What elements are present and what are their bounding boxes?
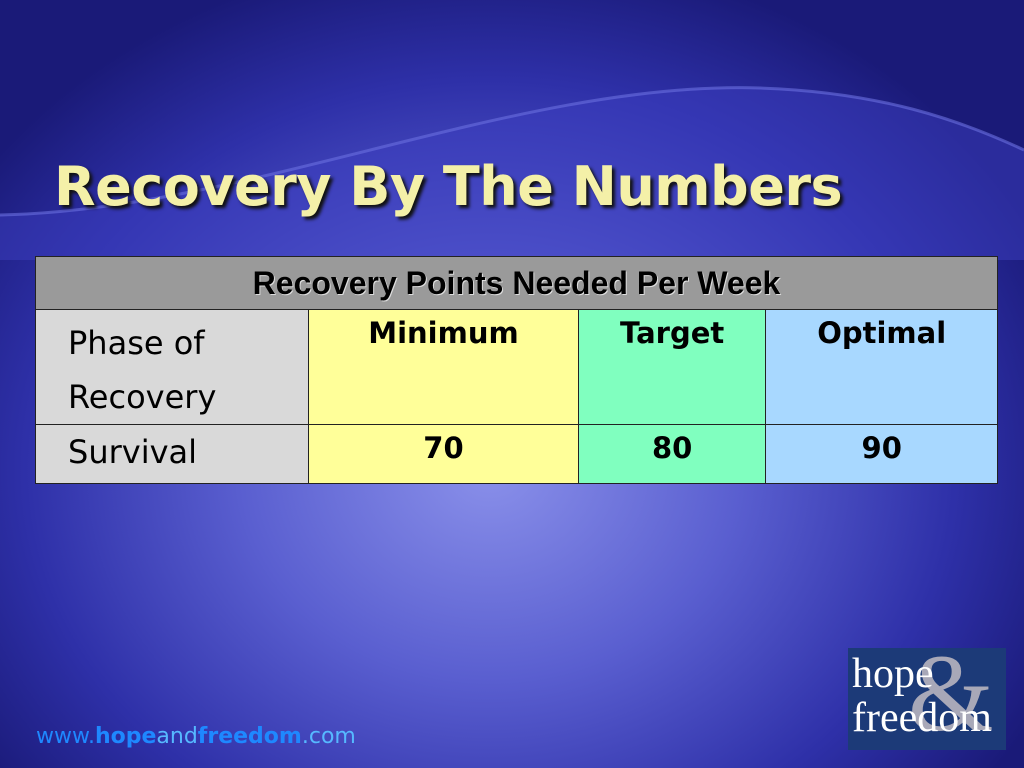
cell: 70 (308, 424, 579, 484)
column-header: Minimum (308, 309, 579, 425)
url-part: freedom (197, 724, 302, 749)
footer-url: www.hopeandfreedom.com (36, 724, 356, 749)
logo-ampersand: & (908, 648, 994, 750)
points-table: Recovery Points Needed Per Week Phase of… (35, 256, 998, 484)
url-part: and (156, 724, 198, 749)
cell: 90 (765, 424, 998, 484)
cell: 80 (577, 424, 767, 484)
table-caption: Recovery Points Needed Per Week (35, 256, 998, 310)
url-part: hope (94, 724, 157, 749)
column-header: Target (577, 309, 767, 425)
url-part: www. (36, 724, 95, 749)
logo-text: hope (852, 651, 934, 697)
row-label: Survival (35, 424, 309, 484)
column-header: Optimal (765, 309, 998, 425)
url-part: .com (301, 724, 356, 749)
column-header: Phase of Recovery (35, 309, 309, 425)
logo: & hope freedom (848, 648, 1006, 750)
logo-text: freedom (852, 695, 992, 741)
background-wave (0, 86, 1024, 260)
slide-title: Recovery By The Numbers (54, 155, 843, 218)
